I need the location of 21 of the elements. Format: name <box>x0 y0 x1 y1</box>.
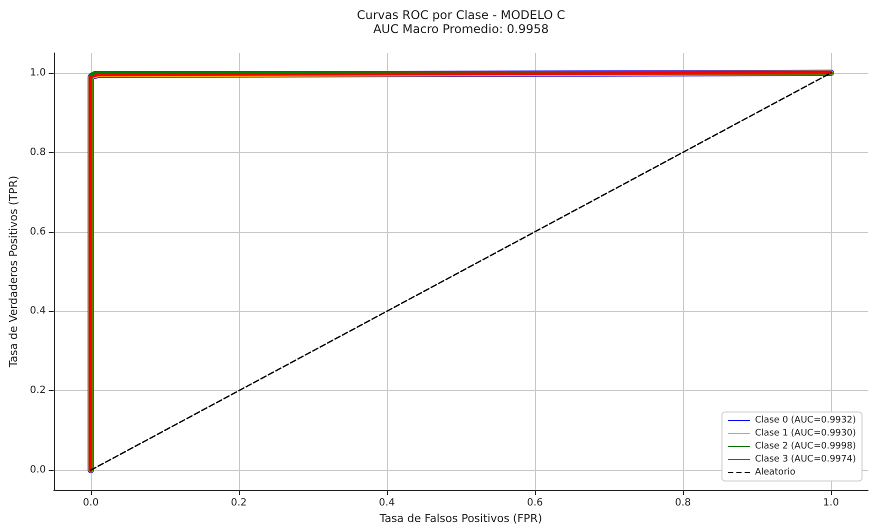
chart-title: Curvas ROC por Clase - MODELO C <box>356 8 566 22</box>
y-tick-label: 0.4 <box>30 306 46 317</box>
x-tick-label: 0.0 <box>82 498 99 508</box>
y-tick-label: 0.6 <box>30 226 46 238</box>
legend-label: Clase 3 (AUC=0.9974) <box>754 454 856 464</box>
x-tick-label: 0.4 <box>378 498 395 508</box>
x-tick-label: 0.2 <box>230 498 247 508</box>
legend-label: Clase 0 (AUC=0.9932) <box>754 416 856 426</box>
x-tick-label: 0.8 <box>675 498 691 508</box>
x-tick-label: 0.6 <box>526 498 543 508</box>
legend-label: Aleatorio <box>754 468 796 478</box>
y-tick-label: 0.8 <box>30 146 46 158</box>
y-tick-label: 1.0 <box>30 67 46 78</box>
y-tick-label: 0.0 <box>30 464 46 476</box>
legend-label: Clase 2 (AUC=0.9998) <box>754 442 856 452</box>
y-tick-label: 0.2 <box>30 385 46 396</box>
legend-label: Clase 1 (AUC=0.9930) <box>754 428 856 438</box>
y-axis-title: Tasa de Verdaderos Positivos (TPR) <box>7 176 20 368</box>
chart-subtitle: AUC Macro Promedio: 0.9958 <box>373 22 549 36</box>
x-axis-title: Tasa de Falsos Positivos (FPR) <box>378 512 542 525</box>
x-tick-label: 1.0 <box>823 498 839 508</box>
